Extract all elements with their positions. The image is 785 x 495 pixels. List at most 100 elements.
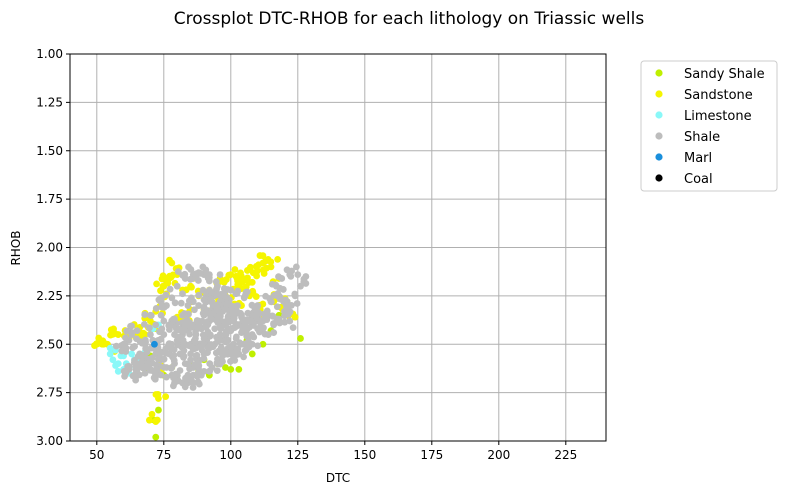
data-point — [166, 285, 174, 293]
data-point — [281, 318, 289, 326]
data-point — [122, 369, 130, 376]
data-point — [147, 331, 154, 338]
data-point — [273, 315, 281, 323]
x-tick-label: 100 — [219, 448, 242, 462]
data-point — [195, 291, 203, 299]
data-point — [93, 340, 100, 348]
data-point — [128, 322, 136, 330]
data-point — [227, 343, 235, 350]
data-point — [199, 286, 207, 294]
data-point — [174, 377, 182, 385]
data-point — [195, 302, 203, 309]
data-point — [181, 322, 189, 330]
data-point — [195, 380, 203, 388]
data-point — [155, 296, 163, 304]
data-point — [170, 357, 178, 364]
y-axis-label: RHOB — [9, 230, 23, 265]
data-point — [242, 291, 249, 299]
data-point — [188, 283, 195, 291]
data-point — [206, 367, 214, 375]
data-point — [230, 353, 238, 361]
data-point — [151, 340, 158, 348]
x-tick-label: 225 — [554, 448, 577, 462]
legend-marker — [655, 153, 663, 161]
data-point — [193, 351, 201, 359]
data-point — [157, 371, 165, 379]
y-tick-label: 2.75 — [36, 386, 63, 400]
data-point — [185, 318, 193, 326]
data-point — [129, 344, 137, 352]
data-point — [204, 349, 211, 357]
data-point — [142, 338, 149, 346]
data-point — [213, 359, 221, 367]
data-point — [223, 336, 231, 344]
data-point — [256, 323, 264, 330]
data-point — [137, 352, 145, 360]
data-point — [147, 312, 155, 319]
data-point — [273, 303, 281, 311]
data-point — [263, 307, 271, 315]
data-point — [211, 325, 219, 333]
data-points — [91, 252, 310, 441]
data-point — [148, 410, 156, 418]
data-point — [268, 312, 276, 320]
data-point — [245, 343, 253, 351]
data-point — [160, 363, 168, 371]
data-point — [194, 370, 202, 378]
data-point — [173, 282, 181, 290]
data-point — [152, 433, 160, 441]
data-point — [231, 266, 239, 273]
data-point — [133, 327, 141, 335]
data-point — [141, 369, 149, 377]
data-point — [240, 353, 247, 361]
legend-marker — [655, 111, 663, 119]
data-point — [270, 320, 277, 327]
y-axis: 1.00 1.25 1.50 1.75 2.00 2.25 2.50 2.75 3.00 — [36, 47, 70, 448]
data-point — [272, 281, 280, 289]
data-point — [217, 325, 225, 333]
data-point — [249, 287, 257, 295]
x-tick-label: 175 — [420, 448, 443, 462]
data-point — [189, 384, 197, 391]
data-point — [292, 263, 300, 271]
data-point — [162, 393, 170, 401]
data-point — [252, 263, 260, 270]
data-point — [257, 317, 265, 325]
data-point — [170, 352, 178, 359]
y-tick-label: 3.00 — [36, 434, 63, 448]
data-point — [158, 325, 166, 333]
data-point — [243, 332, 251, 340]
data-point — [245, 337, 252, 345]
data-point — [274, 256, 282, 263]
data-point — [159, 272, 167, 280]
legend-frame — [640, 60, 778, 192]
data-point — [142, 345, 150, 352]
data-point — [166, 322, 174, 330]
data-point — [181, 310, 188, 317]
data-point — [109, 356, 117, 364]
y-tick-label: 1.25 — [36, 95, 63, 109]
data-point — [152, 321, 160, 329]
data-point — [140, 320, 148, 328]
data-point — [297, 335, 304, 342]
y-tick-label: 2.50 — [36, 337, 63, 351]
data-point — [153, 280, 160, 288]
data-point — [146, 416, 153, 424]
data-point — [128, 328, 136, 336]
data-point — [215, 308, 223, 316]
data-point — [123, 327, 131, 335]
data-point — [111, 330, 119, 337]
series-shale — [112, 263, 310, 391]
data-point — [106, 344, 114, 352]
legend-marker — [655, 69, 663, 77]
data-point — [276, 294, 284, 301]
data-point — [172, 370, 179, 378]
data-point — [215, 347, 223, 355]
data-point — [204, 321, 212, 328]
data-point — [132, 373, 140, 381]
data-point — [237, 309, 244, 317]
data-point — [216, 271, 224, 278]
data-point — [220, 285, 228, 292]
data-point — [264, 255, 272, 263]
data-point — [155, 406, 162, 414]
